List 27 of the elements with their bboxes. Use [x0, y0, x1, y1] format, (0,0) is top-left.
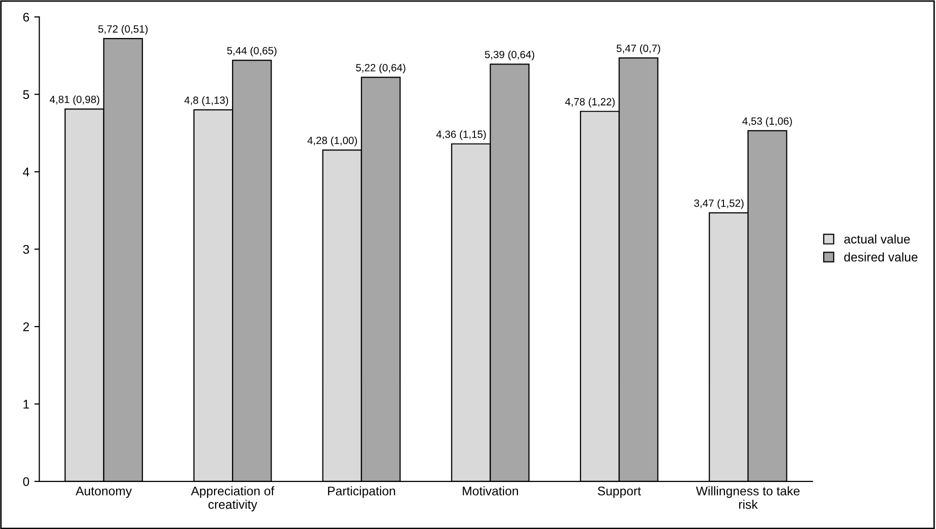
legend-label: actual value	[844, 234, 910, 244]
data-label: 4,78 (1,22)	[565, 98, 615, 108]
y-tick-label: 5	[23, 90, 30, 99]
data-label: 4,8 (1,13)	[184, 96, 228, 106]
data-label: 3,47 (1,52)	[694, 199, 744, 209]
y-tick-label: 3	[23, 244, 30, 254]
data-label: 4,81 (0,98)	[50, 95, 100, 106]
data-label: 5,47 (0,7)	[616, 44, 660, 54]
data-label: 4,28 (1,00)	[307, 136, 357, 146]
x-tick-label: Appreciation of creativity	[190, 486, 274, 512]
x-tick-label: Willingness to take risk	[696, 486, 800, 509]
legend-label: desired value	[844, 252, 918, 262]
y-tick-label: 0	[23, 477, 30, 486]
data-label: 5,22 (0,64)	[356, 64, 406, 74]
x-tick-label: Support	[598, 486, 641, 498]
data-label: 4,36 (1,15)	[436, 130, 486, 140]
y-tick-label: 2	[23, 322, 29, 332]
y-tick-label: 1	[24, 400, 29, 409]
y-tick-label: 6	[23, 12, 30, 22]
data-label: 4,53 (1,06)	[742, 117, 792, 127]
x-tick-label: Participation	[328, 486, 396, 498]
data-label: 5,39 (0,64)	[484, 50, 534, 60]
y-tick-label: 4	[22, 168, 30, 176]
data-label: 5,72 (0,51)	[98, 25, 148, 35]
data-label: 5,44 (0,65)	[227, 46, 276, 56]
x-tick-label: Autonomy	[76, 486, 132, 498]
x-tick-label: Motivation	[462, 486, 518, 496]
